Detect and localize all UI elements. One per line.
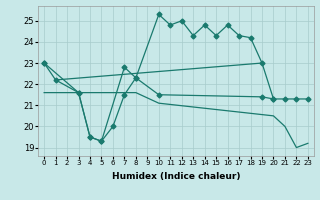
X-axis label: Humidex (Indice chaleur): Humidex (Indice chaleur): [112, 172, 240, 181]
